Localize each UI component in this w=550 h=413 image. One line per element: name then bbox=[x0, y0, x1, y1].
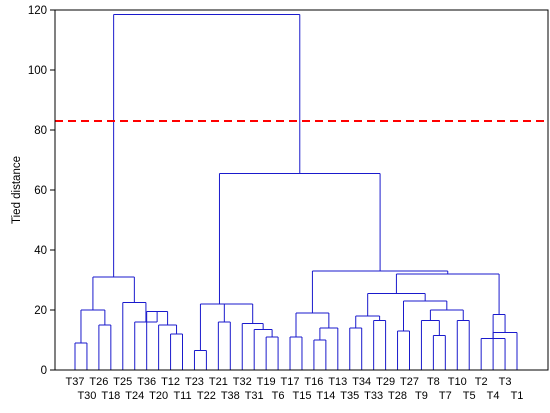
leaf-label: T10 bbox=[448, 376, 467, 388]
leaf-label: T12 bbox=[161, 376, 180, 388]
leaf-label: T9 bbox=[415, 390, 428, 402]
leaf-label: T3 bbox=[499, 376, 512, 388]
leaf-label: T13 bbox=[328, 376, 347, 388]
leaf-label: T7 bbox=[439, 390, 452, 402]
leaf-label: T24 bbox=[125, 390, 144, 402]
plot-frame bbox=[54, 9, 549, 371]
leaf-label: T30 bbox=[77, 390, 96, 402]
leaf-label: T20 bbox=[149, 390, 168, 402]
y-axis-title: Tied distance bbox=[11, 156, 23, 224]
leaf-label: T8 bbox=[427, 376, 440, 388]
leaf-label: T38 bbox=[221, 390, 240, 402]
leaf-label: T23 bbox=[185, 376, 204, 388]
leaf-label: T4 bbox=[487, 390, 500, 402]
leaf-labels: T37 T30 T26 T18 T25 T24 T36 T20 T12 T11 T23 T22 T21 T… bbox=[66, 376, 524, 402]
leaf-label: T34 bbox=[352, 376, 371, 388]
leaf-label: T21 bbox=[209, 376, 228, 388]
y-tick-label: 20 bbox=[34, 305, 47, 317]
leaf-label: T16 bbox=[304, 376, 323, 388]
leaf-label: T5 bbox=[463, 390, 476, 402]
leaf-label: T29 bbox=[376, 376, 395, 388]
y-tick-label: 120 bbox=[28, 5, 47, 17]
leaf-label: T19 bbox=[257, 376, 276, 388]
leaf-label: T36 bbox=[137, 376, 156, 388]
leaf-label: T27 bbox=[400, 376, 419, 388]
leaf-label: T37 bbox=[66, 376, 85, 388]
leaf-label: T15 bbox=[292, 390, 311, 402]
leaf-label: T32 bbox=[233, 376, 252, 388]
leaf-label: T2 bbox=[475, 376, 488, 388]
y-tick-label: 40 bbox=[34, 245, 47, 257]
y-tick-label: 80 bbox=[34, 125, 47, 137]
y-tick-label: 0 bbox=[41, 365, 47, 377]
leaf-label: T17 bbox=[281, 376, 300, 388]
leaf-label: T33 bbox=[364, 390, 383, 402]
leaf-label: T6 bbox=[272, 390, 285, 402]
leaf-label: T35 bbox=[340, 390, 359, 402]
leaf-label: T26 bbox=[89, 376, 108, 388]
leaf-label: T22 bbox=[197, 390, 216, 402]
leaf-label: T25 bbox=[113, 376, 132, 388]
leaf-label: T14 bbox=[316, 390, 335, 402]
leaf-label: T1 bbox=[511, 390, 524, 402]
leaf-label: T31 bbox=[245, 390, 264, 402]
leaf-label: T28 bbox=[388, 390, 407, 402]
y-tick-label: 60 bbox=[34, 185, 47, 197]
dendrogram-tree bbox=[74, 14, 518, 370]
y-axis: 0 20 40 60 80 100 120 bbox=[28, 5, 55, 377]
leaf-label: T11 bbox=[173, 390, 191, 402]
y-tick-label: 100 bbox=[28, 65, 47, 77]
leaf-label: T18 bbox=[101, 390, 120, 402]
